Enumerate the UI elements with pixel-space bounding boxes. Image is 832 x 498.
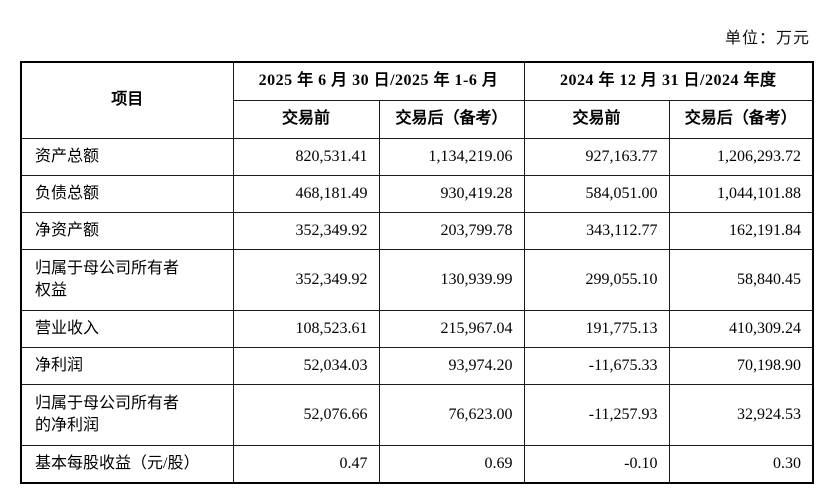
period-header-2025: 2025 年 6 月 30 日/2025 年 1-6 月	[232, 61, 525, 101]
table-row-parent-net-profit: 归属于母公司所有者 的净利润 52,076.66 76,623.00 -11,2…	[20, 383, 814, 446]
row-label: 基本每股收益（元/股）	[20, 444, 234, 484]
table-row-net-assets: 净资产额 352,349.92 203,799.78 343,112.77 16…	[20, 211, 814, 250]
row-label: 资产总额	[20, 137, 234, 176]
value-cell: 130,939.99	[378, 248, 525, 311]
value-cell: 58,840.45	[668, 248, 814, 311]
row-label: 归属于母公司所有者 权益	[20, 248, 234, 311]
value-cell: -11,257.93	[523, 383, 670, 446]
value-cell: 108,523.61	[232, 309, 380, 348]
row-label: 净利润	[20, 346, 234, 385]
value-cell: 820,531.41	[232, 137, 380, 176]
table-row-parent-equity: 归属于母公司所有者 权益 352,349.92 130,939.99 299,0…	[20, 248, 814, 311]
value-cell: 352,349.92	[232, 248, 380, 311]
row-label: 归属于母公司所有者 的净利润	[20, 383, 234, 446]
value-cell: 52,034.03	[232, 346, 380, 385]
table-row-total-liabilities: 负债总额 468,181.49 930,419.28 584,051.00 1,…	[20, 174, 814, 213]
value-cell: 584,051.00	[523, 174, 670, 213]
value-cell: 32,924.53	[668, 383, 814, 446]
unit-label: 单位：万元	[724, 30, 810, 47]
value-cell: 70,198.90	[668, 346, 814, 385]
row-label: 营业收入	[20, 309, 234, 348]
value-cell: 215,967.04	[378, 309, 525, 348]
value-cell: 930,419.28	[378, 174, 525, 213]
header-row-subcolumns: 交易前 交易后（备考） 交易前 交易后（备考）	[21, 99, 814, 139]
table-row-net-profit: 净利润 52,034.03 93,974.20 -11,675.33 70,19…	[20, 346, 814, 385]
value-cell: 927,163.77	[523, 137, 670, 176]
header-row-periods: 项目 2025 年 6 月 30 日/2025 年 1-6 月 2024 年 1…	[20, 61, 814, 139]
financial-table: 项目 2025 年 6 月 30 日/2025 年 1-6 月 2024 年 1…	[20, 61, 815, 484]
subheader-2025-post-transaction: 交易后（备考）	[378, 99, 525, 139]
item-column-header: 项目	[20, 61, 234, 139]
value-cell: -11,675.33	[523, 346, 670, 385]
value-cell: 343,112.77	[523, 211, 670, 250]
value-cell: 468,181.49	[232, 174, 380, 213]
period-header-2024: 2024 年 12 月 31 日/2024 年度	[523, 61, 814, 101]
value-cell: 0.47	[232, 444, 380, 484]
value-cell: 191,775.13	[523, 309, 670, 348]
subheader-2024-post-transaction: 交易后（备考）	[668, 99, 814, 139]
row-label: 负债总额	[20, 174, 234, 213]
value-cell: 162,191.84	[668, 211, 814, 250]
table-row-operating-revenue: 营业收入 108,523.61 215,967.04 191,775.13 41…	[20, 309, 814, 348]
row-label: 净资产额	[20, 211, 234, 250]
value-cell: 1,134,219.06	[378, 137, 525, 176]
value-cell: 1,206,293.72	[668, 137, 814, 176]
value-cell: 0.69	[378, 444, 525, 484]
value-cell: -0.10	[523, 444, 670, 484]
value-cell: 203,799.78	[378, 211, 525, 250]
table-row-total-assets: 资产总额 820,531.41 1,134,219.06 927,163.77 …	[20, 137, 814, 176]
value-cell: 93,974.20	[378, 346, 525, 385]
value-cell: 52,076.66	[232, 383, 380, 446]
value-cell: 410,309.24	[668, 309, 814, 348]
table-row-basic-eps: 基本每股收益（元/股） 0.47 0.69 -0.10 0.30	[20, 444, 814, 484]
value-cell: 352,349.92	[232, 211, 380, 250]
subheader-2025-pre-transaction: 交易前	[232, 99, 380, 139]
value-cell: 1,044,101.88	[668, 174, 814, 213]
value-cell: 299,055.10	[523, 248, 670, 311]
value-cell: 0.30	[668, 444, 814, 484]
value-cell: 76,623.00	[378, 383, 525, 446]
subheader-2024-pre-transaction: 交易前	[523, 99, 670, 139]
